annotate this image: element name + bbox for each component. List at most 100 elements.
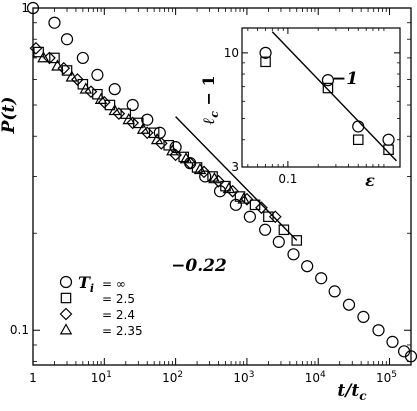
series-triangle bbox=[37, 51, 250, 204]
data-point bbox=[108, 83, 121, 96]
data-point bbox=[183, 156, 197, 170]
data-point bbox=[226, 184, 239, 198]
x-tick-label: 104 bbox=[305, 370, 326, 385]
inset-x-tick-label: 0.1 bbox=[278, 172, 297, 186]
data-point bbox=[328, 285, 341, 298]
x-tick-label: 105 bbox=[376, 370, 397, 385]
inset-slope-label: −1 bbox=[332, 69, 358, 89]
inset-y-tick-label: 10 bbox=[224, 46, 239, 60]
data-point bbox=[272, 235, 285, 248]
inset-data-point bbox=[259, 46, 272, 59]
y-axis-label: P(t) bbox=[0, 97, 19, 135]
data-point bbox=[136, 122, 150, 134]
data-point bbox=[240, 192, 254, 206]
data-point bbox=[166, 144, 179, 156]
legend-title: Ti bbox=[78, 273, 94, 295]
data-point bbox=[315, 272, 328, 285]
inset-y-tick-label: 3 bbox=[231, 160, 239, 174]
data-point bbox=[140, 126, 154, 140]
data-point bbox=[148, 127, 160, 139]
data-point bbox=[91, 68, 104, 81]
data-point bbox=[212, 174, 225, 188]
y-tick-label: 1 bbox=[21, 1, 29, 15]
legend-marker-diamond bbox=[59, 307, 73, 321]
data-point bbox=[169, 141, 182, 154]
data-point bbox=[372, 324, 385, 337]
legend-marker-circle bbox=[59, 275, 73, 289]
legend: Ti = ∞= 2.5 = 2.4 = 2.35 bbox=[59, 273, 143, 338]
inset-data-point bbox=[321, 74, 335, 87]
data-point bbox=[249, 199, 261, 211]
legend-label: = 2.4 bbox=[102, 308, 135, 322]
data-point bbox=[268, 210, 282, 224]
inset-data-point bbox=[260, 56, 271, 68]
inset-series-square bbox=[260, 56, 394, 155]
data-point bbox=[141, 113, 154, 126]
data-point bbox=[263, 211, 274, 223]
data-point bbox=[386, 335, 399, 348]
data-point bbox=[112, 107, 126, 121]
inset-data-point bbox=[352, 120, 365, 133]
y-tick-label: 0.1 bbox=[10, 323, 29, 337]
data-point bbox=[222, 181, 236, 194]
x-tick-label: 102 bbox=[162, 370, 183, 385]
legend-label: = 2.5 bbox=[102, 292, 135, 306]
inset-frame bbox=[241, 27, 401, 168]
data-point bbox=[60, 33, 74, 46]
data-point bbox=[301, 260, 314, 273]
data-point bbox=[65, 70, 79, 82]
data-point bbox=[197, 165, 211, 179]
data-point bbox=[255, 201, 268, 215]
x-tick-label: 103 bbox=[233, 370, 254, 385]
data-point bbox=[92, 88, 103, 100]
data-point bbox=[97, 95, 111, 109]
inset-data-point bbox=[383, 144, 394, 155]
data-point bbox=[237, 192, 250, 204]
plot-frame bbox=[32, 7, 412, 366]
data-point bbox=[49, 52, 60, 64]
data-point bbox=[342, 298, 356, 311]
slope-reference-line bbox=[175, 116, 298, 241]
data-point bbox=[357, 310, 370, 323]
data-point bbox=[287, 248, 300, 261]
legend-label: = 2.35 bbox=[102, 324, 143, 338]
data-point bbox=[79, 82, 93, 94]
inset-x-axis-label: ε bbox=[365, 171, 375, 190]
data-point bbox=[122, 113, 135, 125]
slope-label: −0.22 bbox=[171, 256, 227, 276]
data-point bbox=[94, 92, 108, 104]
legend-marker-triangle bbox=[59, 323, 73, 335]
data-point bbox=[208, 172, 221, 184]
data-point bbox=[179, 152, 193, 164]
inset-data-point bbox=[352, 134, 364, 146]
data-point bbox=[291, 235, 303, 246]
x-axis-label: t/tc bbox=[337, 381, 367, 403]
data-point bbox=[26, 1, 40, 15]
data-point bbox=[126, 98, 139, 112]
data-point bbox=[163, 139, 174, 151]
data-point bbox=[199, 170, 212, 183]
data-point bbox=[76, 51, 89, 65]
x-tick-label: 1 bbox=[29, 371, 37, 385]
data-point bbox=[169, 148, 182, 162]
data-point bbox=[259, 223, 272, 236]
data-point bbox=[84, 85, 98, 99]
x-tick-label: 101 bbox=[91, 370, 112, 385]
legend-marker-square bbox=[60, 292, 72, 304]
series-diamond bbox=[29, 41, 282, 224]
data-point bbox=[193, 162, 207, 175]
data-point bbox=[150, 133, 164, 145]
data-point bbox=[71, 73, 84, 86]
inset-slope-reference-line bbox=[271, 31, 398, 162]
data-point bbox=[278, 224, 290, 236]
inset-series-circle bbox=[259, 46, 395, 146]
data-point bbox=[37, 51, 50, 63]
inset-plot: 0.1 3 10 ε ℓc − 1 −1 bbox=[199, 28, 400, 190]
data-point bbox=[154, 137, 168, 150]
inset-y-axis-label: ℓc − 1 bbox=[199, 75, 221, 125]
data-point bbox=[108, 103, 121, 116]
data-point bbox=[126, 116, 140, 130]
legend-label: = ∞ bbox=[102, 277, 126, 291]
data-point bbox=[29, 41, 43, 55]
